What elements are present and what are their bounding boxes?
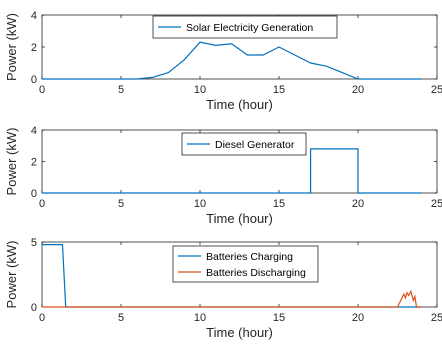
chart-panel-1: 0 5 10 15 20 25 0 2 4 Time (hour) Power (kW) Solar … <box>4 10 442 112</box>
y-axis-label: Power (kW) <box>4 13 19 81</box>
x-tick-label: 5 <box>118 84 124 96</box>
series-line-1 <box>42 41 422 80</box>
series-line-2 <box>42 289 422 308</box>
y-tick-label: 5 <box>31 237 37 249</box>
legend-label: Solar Electricity Generation <box>186 22 313 34</box>
x-tick-label: 10 <box>194 198 206 210</box>
legend-label: Diesel Generator <box>215 139 295 151</box>
x-tick-label: 25 <box>431 312 442 324</box>
y-tick-label: 4 <box>31 10 37 22</box>
legend-label: Batteries Charging <box>206 251 293 263</box>
x-tick-label: 25 <box>431 198 442 210</box>
legend-box <box>152 15 338 39</box>
legend-box <box>181 132 307 156</box>
x-axis-label: Time (hour) <box>206 325 273 340</box>
legend-label: Batteries Discharging <box>206 267 306 279</box>
x-tick-label: 0 <box>39 312 45 324</box>
x-tick-label: 25 <box>431 84 442 96</box>
x-tick-label: 15 <box>273 312 285 324</box>
y-tick-label: 0 <box>31 188 37 200</box>
x-tick-label: 15 <box>273 198 285 210</box>
x-tick-label: 5 <box>118 198 124 210</box>
x-tick-label: 20 <box>352 84 364 96</box>
y-axis-label: Power (kW) <box>4 241 19 309</box>
x-tick-label: 10 <box>194 312 206 324</box>
chart-panel-2: 0 5 10 15 20 25 0 2 4 Time (hour) Power (kW) Diesel… <box>4 125 442 226</box>
series-line-1 <box>42 148 422 194</box>
x-tick-label: 20 <box>352 198 364 210</box>
legend-box <box>172 245 319 283</box>
x-tick-label: 15 <box>273 84 285 96</box>
y-tick-label: 2 <box>31 157 37 169</box>
x-tick-label: 10 <box>194 84 206 96</box>
y-tick-label: 0 <box>31 302 37 314</box>
x-axis-label: Time (hour) <box>206 97 273 112</box>
x-tick-label: 20 <box>352 312 364 324</box>
x-axis-label: Time (hour) <box>206 211 273 226</box>
legend: Batteries Charging Batteries Discharging <box>172 245 319 283</box>
x-tick-label: 5 <box>118 312 124 324</box>
y-tick-label: 2 <box>31 42 37 54</box>
y-axis-label: Power (kW) <box>4 128 19 196</box>
x-tick-label: 0 <box>39 198 45 210</box>
y-tick-label: 0 <box>31 74 37 86</box>
legend: Solar Electricity Generation <box>152 15 338 39</box>
y-tick-label: 4 <box>31 125 37 137</box>
x-tick-label: 0 <box>39 84 45 96</box>
legend: Diesel Generator <box>181 132 307 156</box>
chart-panel-3: 0 5 10 15 20 25 0 5 Time (hour) Power (kW) Batteri… <box>4 237 442 340</box>
